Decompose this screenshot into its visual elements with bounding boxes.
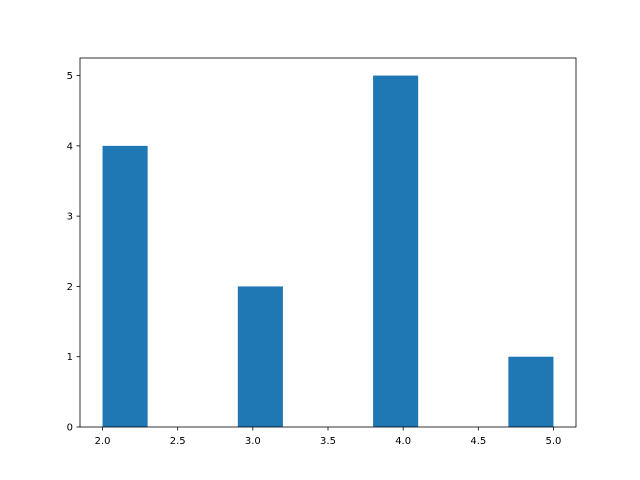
- y-tick-label: 1: [67, 352, 73, 363]
- x-tick-label: 5.0: [546, 436, 562, 447]
- x-tick-label: 3.0: [245, 436, 261, 447]
- y-tick-label: 5: [67, 71, 73, 82]
- x-tick-label: 3.5: [320, 436, 336, 447]
- x-tick-label: 4.5: [470, 436, 486, 447]
- histogram-bar: [237, 286, 283, 427]
- x-tick-label: 2.0: [95, 436, 111, 447]
- histogram-bar: [373, 75, 419, 428]
- y-tick-label: 4: [67, 141, 73, 152]
- axes-frame: [79, 57, 577, 428]
- histogram-bar: [102, 145, 148, 427]
- y-tick-label: 2: [67, 282, 73, 293]
- y-tick-label: 0: [67, 423, 73, 434]
- y-tick-label: 3: [67, 212, 73, 223]
- x-tick-label: 4.0: [395, 436, 411, 447]
- x-tick-label: 2.5: [170, 436, 186, 447]
- histogram-bar: [508, 356, 554, 427]
